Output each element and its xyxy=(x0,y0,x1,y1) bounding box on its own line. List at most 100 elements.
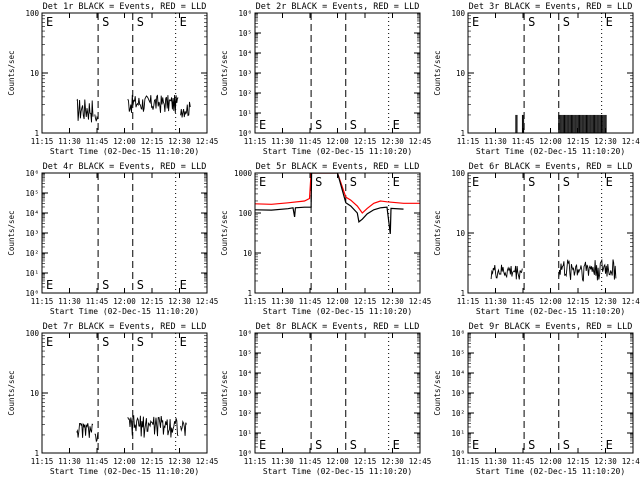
events-series-line xyxy=(94,433,99,443)
x-tick-label: 12:30 xyxy=(381,297,404,306)
x-tick-label: 12:45 xyxy=(622,457,640,466)
x-axis-label: Start Time (02-Dec-15 11:10:20) xyxy=(50,307,199,316)
start-marker-label: S xyxy=(137,15,144,29)
chart-title: Det 7r BLACK = Events, RED = LLD xyxy=(43,322,207,332)
end-marker-label: E xyxy=(393,438,400,452)
start-marker-label: S xyxy=(350,118,357,132)
end-marker-label: E xyxy=(472,15,479,29)
x-tick-label: 11:45 xyxy=(86,297,109,306)
x-tick-label: 11:15 xyxy=(457,457,480,466)
start-marker-label: S xyxy=(315,118,322,132)
start-marker-label: S xyxy=(102,278,109,292)
y-tick-label: 10⁴ xyxy=(25,209,39,218)
chart-title: Det 4r BLACK = Events, RED = LLD xyxy=(43,162,207,172)
x-tick-label: 11:45 xyxy=(512,297,535,306)
start-marker-label: S xyxy=(137,278,144,292)
y-tick-label: 10⁵ xyxy=(25,189,39,198)
x-tick-label: 12:15 xyxy=(354,297,377,306)
start-marker-label: S xyxy=(102,15,109,29)
start-marker-label: S xyxy=(315,175,322,189)
y-tick-label: 1 xyxy=(460,289,465,298)
x-tick-label: 12:15 xyxy=(354,457,377,466)
y-tick-label: 10⁴ xyxy=(451,369,465,378)
x-tick-label: 12:15 xyxy=(567,137,590,146)
end-marker-label: E xyxy=(259,438,266,452)
end-marker-label: E xyxy=(472,438,479,452)
x-tick-label: 12:30 xyxy=(168,137,191,146)
x-tick-label: 12:30 xyxy=(168,297,191,306)
y-tick-label: 10⁴ xyxy=(238,369,252,378)
y-tick-label: 10⁰ xyxy=(238,449,252,458)
x-axis-label: Start Time (02-Dec-15 11:10:20) xyxy=(50,147,199,156)
series-group xyxy=(76,415,187,443)
x-tick-label: 12:00 xyxy=(539,137,562,146)
plot-frame xyxy=(467,12,634,134)
x-tick-label: 12:00 xyxy=(113,137,136,146)
start-marker-label: S xyxy=(102,335,109,349)
x-tick-label: 12:30 xyxy=(594,457,617,466)
plot-frame xyxy=(254,172,421,294)
y-tick-label: 10 xyxy=(456,229,466,238)
x-tick-label: 12:00 xyxy=(326,297,349,306)
y-tick-label: 10² xyxy=(25,249,39,258)
y-tick-label: 10³ xyxy=(238,69,252,78)
y-axis-label: Counts/sec xyxy=(7,370,16,415)
y-axis: 1 10 100 Counts/sec xyxy=(7,329,207,458)
x-tick-label: 12:15 xyxy=(141,137,164,146)
y-tick-label: 1 xyxy=(34,449,39,458)
y-tick-label: 100 xyxy=(238,209,252,218)
y-axis: 1 10 100 Counts/sec xyxy=(433,169,633,298)
x-tick-label: 12:15 xyxy=(567,297,590,306)
y-axis-label: Counts/sec xyxy=(220,210,229,255)
x-tick-label: 12:00 xyxy=(539,297,562,306)
start-marker-label: S xyxy=(563,15,570,29)
plot-frame xyxy=(254,332,421,454)
y-tick-label: 10⁶ xyxy=(238,329,252,338)
x-tick-label: 11:15 xyxy=(244,137,267,146)
x-tick-label: 11:30 xyxy=(484,137,507,146)
end-marker-label: E xyxy=(180,335,187,349)
y-tick-label: 10¹ xyxy=(238,429,252,438)
plot-frame xyxy=(254,12,421,134)
y-axis: 10⁰ 10¹ 10² 10³ 10⁴ 10⁵ 10⁶ Counts/sec xyxy=(220,9,420,138)
y-tick-label: 10⁰ xyxy=(25,289,39,298)
y-tick-label: 100 xyxy=(451,9,465,18)
x-tick-label: 12:00 xyxy=(113,297,136,306)
y-tick-label: 10 xyxy=(456,69,466,78)
x-tick-label: 11:30 xyxy=(271,137,294,146)
end-marker-label: E xyxy=(46,15,53,29)
x-tick-label: 11:45 xyxy=(512,457,535,466)
start-marker-label: S xyxy=(350,175,357,189)
end-marker-label: E xyxy=(46,335,53,349)
x-tick-label: 11:45 xyxy=(86,457,109,466)
x-tick-label: 11:15 xyxy=(457,137,480,146)
y-axis: 10⁰ 10¹ 10² 10³ 10⁴ 10⁵ 10⁶ Counts/sec xyxy=(433,329,633,458)
end-marker-label: E xyxy=(606,15,613,29)
x-tick-label: 11:30 xyxy=(271,457,294,466)
x-tick-label: 11:15 xyxy=(31,137,54,146)
events-series-line xyxy=(76,98,94,123)
y-axis: 10⁰ 10¹ 10² 10³ 10⁴ 10⁵ 10⁶ Counts/sec xyxy=(7,169,207,298)
end-marker-label: E xyxy=(393,118,400,132)
x-tick-label: 12:30 xyxy=(594,137,617,146)
y-tick-label: 10¹ xyxy=(25,269,39,278)
x-tick-label: 12:30 xyxy=(381,137,404,146)
x-tick-label: 11:30 xyxy=(484,457,507,466)
x-tick-label: 11:15 xyxy=(31,297,54,306)
x-tick-label: 12:30 xyxy=(594,297,617,306)
y-axis: 10⁰ 10¹ 10² 10³ 10⁴ 10⁵ 10⁶ Counts/sec xyxy=(220,329,420,458)
x-axis: 11:15 11:30 11:45 12:00 12:15 12:30 12:45Start… xyxy=(244,13,431,156)
events-series-line xyxy=(127,415,179,438)
end-marker-label: E xyxy=(606,438,613,452)
